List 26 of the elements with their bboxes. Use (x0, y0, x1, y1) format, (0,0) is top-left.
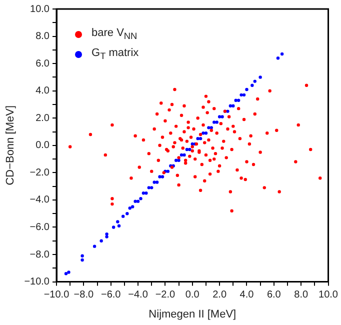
y-tick-label: −8.0 (30, 249, 50, 260)
y-tick-label: 0.0 (36, 140, 50, 152)
y-tick-label: 4.0 (36, 86, 50, 97)
y-tick-label: −10.0 (24, 276, 50, 288)
y-tick-label: 8.0 (36, 31, 50, 42)
x-tick-label: −2.0 (155, 290, 176, 301)
x-tick-label: −6.0 (100, 290, 122, 301)
x-tick-label: 4.0 (240, 290, 254, 301)
y-axis-title: CD−Bonn [MeV] (4, 106, 17, 186)
y-tick-label: 6.0 (36, 58, 50, 70)
legend-label: G$_{T}$ matrix (92, 47, 139, 62)
y-tick-label: −4.0 (30, 194, 50, 206)
x-tick-label: −4.0 (128, 290, 148, 301)
y-tick-label: −2.0 (30, 167, 50, 178)
x-tick-label: 2.0 (212, 290, 227, 301)
x-tick-label: 6.0 (266, 290, 282, 301)
x-tick-label: 10.0 (318, 290, 338, 301)
y-tick-label: −6.0 (30, 222, 50, 233)
y-tick-label: 2.0 (36, 112, 50, 124)
y-tick-label: 10.0 (30, 4, 50, 15)
x-tick-label: 8.0 (294, 290, 308, 301)
x-axis-title: Nijmegen II [MeV] (148, 308, 236, 320)
x-tick-label: −8.0 (74, 290, 94, 301)
x-tick-label: 0.0 (185, 290, 200, 301)
legend-label: bare V$_{NN}$ (92, 27, 138, 42)
x-tick-label: −10.0 (44, 290, 70, 301)
